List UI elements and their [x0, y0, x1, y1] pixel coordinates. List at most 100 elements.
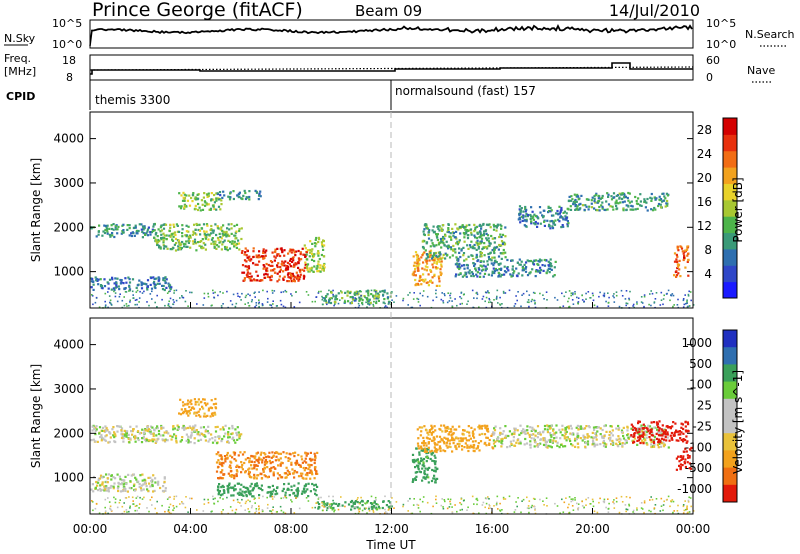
velocity-cell [285, 452, 288, 455]
power-cell [90, 286, 93, 289]
power-cell [612, 295, 614, 297]
power-cell [372, 303, 374, 306]
power-cell [212, 205, 215, 208]
power-cell [156, 235, 159, 238]
power-cell [486, 239, 489, 242]
power-cell [201, 247, 204, 250]
power-cell [144, 233, 147, 236]
velocity-cell [203, 412, 206, 415]
velocity-cell [355, 506, 357, 508]
velocity-cell [358, 507, 361, 510]
velocity-cell [441, 430, 444, 433]
power-cell [283, 264, 286, 267]
power-cell [151, 228, 154, 231]
velocity-cell [290, 461, 293, 464]
power-cell [379, 290, 382, 293]
power-cell [286, 273, 290, 276]
power-cell [493, 248, 496, 251]
velocity-cell [586, 433, 589, 436]
velocity-cell [296, 462, 299, 465]
power-cell [246, 196, 249, 199]
velocity-cell [119, 483, 122, 486]
velocity-cell [433, 442, 436, 445]
velocity-cell [296, 493, 299, 496]
velocity-cell [569, 432, 572, 435]
velocity-cell [250, 506, 253, 509]
power-cell [128, 290, 130, 292]
power-cell [384, 302, 386, 305]
velocity-cell [611, 429, 614, 432]
power-cell [357, 291, 359, 293]
velocity-cell [687, 499, 690, 502]
power-cell [479, 230, 482, 233]
velocity-cell [141, 479, 144, 482]
power-cell [409, 291, 411, 294]
power-cell [347, 300, 350, 303]
velocity-cell [620, 429, 624, 432]
power-cell [553, 274, 556, 277]
velocity-cell [461, 437, 464, 440]
power-cell [259, 255, 262, 259]
velocity-cell [163, 439, 166, 442]
power-cell [165, 238, 168, 241]
velocity-cell [445, 437, 448, 440]
velocity-cell [532, 497, 535, 500]
power-cell [520, 207, 523, 210]
power-cell [620, 193, 623, 196]
power-cell [238, 248, 241, 251]
velocity-cell [229, 506, 232, 508]
velocity-cell [259, 472, 262, 475]
power-cell [209, 228, 212, 232]
power-cell [676, 265, 680, 268]
velocity-cell [238, 435, 241, 438]
power-cell [254, 189, 257, 192]
velocity-cell [536, 436, 539, 439]
velocity-cell [234, 459, 238, 462]
power-cell [258, 291, 260, 293]
power-cell [539, 266, 542, 269]
velocity-cell [116, 425, 119, 428]
power-cell [676, 255, 679, 258]
power-cell [146, 279, 150, 282]
velocity-cell [259, 458, 262, 461]
velocity-cell [269, 470, 272, 473]
power-cell [547, 264, 550, 267]
velocity-cell [107, 512, 109, 515]
velocity-cell [146, 429, 149, 432]
velocity-cell [314, 468, 317, 471]
power-cell [599, 197, 602, 200]
power-cell [414, 274, 417, 277]
velocity-cell [231, 424, 234, 428]
velocity-cell [331, 508, 334, 511]
velocity-cell [141, 437, 144, 440]
power-cell [181, 228, 184, 231]
velocity-cell [260, 477, 263, 480]
velocity-cell [98, 477, 102, 480]
power-cell [183, 245, 186, 248]
power-cell [172, 299, 175, 301]
power-cell [158, 282, 161, 285]
velocity-cell [677, 430, 680, 433]
velocity-cell [109, 432, 112, 435]
power-cell [473, 264, 476, 267]
velocity-cell [504, 434, 507, 437]
velocity-cell [586, 436, 589, 439]
velocity-cell [142, 432, 145, 435]
power-cell [488, 292, 490, 294]
velocity-cell [216, 488, 219, 491]
power-cell [234, 234, 237, 237]
velocity-cell [371, 505, 374, 508]
velocity-cell [563, 437, 566, 440]
velocity-cell [579, 437, 582, 440]
power-cell [662, 192, 665, 195]
power-cell [430, 239, 433, 242]
power-cell [128, 234, 131, 237]
velocity-cell [444, 500, 446, 503]
power-cell [185, 234, 189, 237]
velocity-cell [621, 444, 624, 447]
velocity-cell [129, 505, 131, 508]
power-cell [486, 263, 489, 266]
power-cell [293, 280, 296, 283]
velocity-cell [649, 428, 652, 431]
velocity-cell [241, 453, 245, 456]
